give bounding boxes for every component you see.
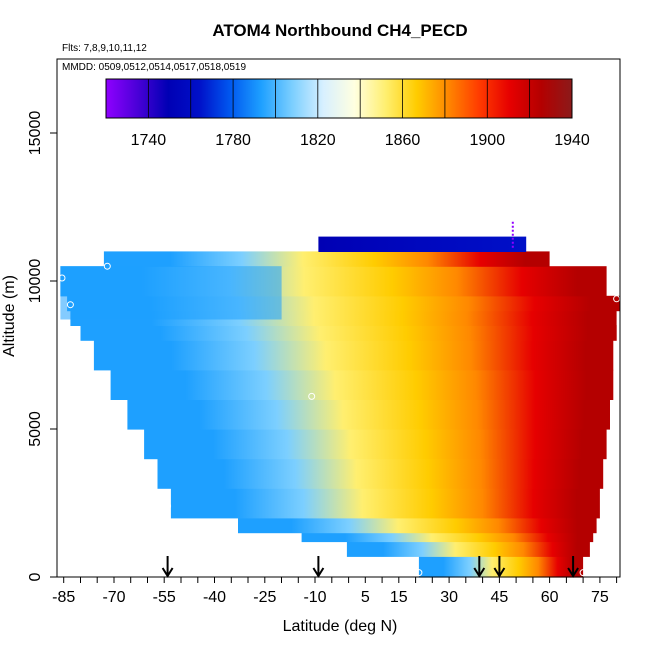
x-tick-label: -25 xyxy=(253,589,276,606)
altitude-band xyxy=(346,541,590,557)
altitude-band xyxy=(110,369,614,400)
sample-circle xyxy=(58,274,66,282)
altitude-band xyxy=(170,488,600,519)
x-tick-label: 45 xyxy=(491,589,509,606)
colorbar-tick-label: 1780 xyxy=(215,132,251,149)
arrow-head xyxy=(161,567,174,578)
colorbar-tick-label: 1900 xyxy=(470,132,506,149)
sample-circle xyxy=(415,569,423,577)
altitude-band xyxy=(93,340,614,371)
x-tick-label: 5 xyxy=(361,589,370,606)
x-tick-label: -55 xyxy=(153,589,176,606)
sample-circle xyxy=(579,569,587,577)
arrow-head xyxy=(473,567,486,578)
altitude-band xyxy=(80,325,617,341)
x-tick-label: -70 xyxy=(102,589,125,606)
arrow-head xyxy=(312,567,325,578)
arrow-head xyxy=(493,567,506,578)
y-tick-label: 10000 xyxy=(27,259,44,304)
colorbar-tick-label: 1860 xyxy=(385,132,421,149)
x-tick-label: 75 xyxy=(591,589,609,606)
x-tick-label: -85 xyxy=(52,589,75,606)
sample-circle xyxy=(103,262,111,270)
markers xyxy=(58,221,621,577)
heatmap-field xyxy=(60,236,621,578)
x-tick-label: 15 xyxy=(390,589,408,606)
flights-label: Flts: 7,8,9,10,11,12 xyxy=(62,43,147,54)
colorbar-tick-label: 1740 xyxy=(131,132,167,149)
altitude-band xyxy=(301,532,594,543)
x-tick-label: 60 xyxy=(541,589,559,606)
x-axis-label: Latitude (deg N) xyxy=(283,618,398,635)
upper-blue-overlay xyxy=(60,266,282,320)
altitude-band xyxy=(418,556,584,578)
altitude-band xyxy=(318,236,527,252)
y-tick-label: 0 xyxy=(27,572,44,581)
sample-circle xyxy=(308,392,316,400)
colorbar-bar xyxy=(105,78,573,119)
altitude-band xyxy=(127,399,611,430)
dates-label: MMDD: 0509,0512,0514,0517,0518,0519 xyxy=(62,62,246,73)
x-tick-label: 30 xyxy=(440,589,458,606)
y-tick-label: 15000 xyxy=(27,111,44,156)
y-axis-label: Altitude (m) xyxy=(1,275,18,357)
colorbar: 1740 1780 1820 1860 1900 1940 xyxy=(105,78,590,149)
x-tick-label: -10 xyxy=(303,589,326,606)
y-axis: 0 5000 10000 15000 xyxy=(27,111,57,581)
chart-title: ATOM4 Northbound CH4_PECD xyxy=(212,21,467,40)
arrow-head xyxy=(567,567,579,578)
x-tick-label: -40 xyxy=(203,589,226,606)
colorbar-tick-label: 1940 xyxy=(554,132,590,149)
sample-circle xyxy=(164,502,172,510)
colorbar-tick-label: 1820 xyxy=(300,132,336,149)
altitude-band xyxy=(103,251,550,267)
plot-frame xyxy=(56,58,621,578)
altitude-band xyxy=(157,458,604,489)
y-tick-label: 5000 xyxy=(27,411,44,447)
arrows xyxy=(161,556,579,578)
x-axis: -85 -70 -55 -40 -25 -10 5 15 30 45 60 75 xyxy=(52,577,618,606)
altitude-band xyxy=(144,429,607,460)
sample-circle xyxy=(66,301,74,309)
altitude-band xyxy=(238,517,597,534)
